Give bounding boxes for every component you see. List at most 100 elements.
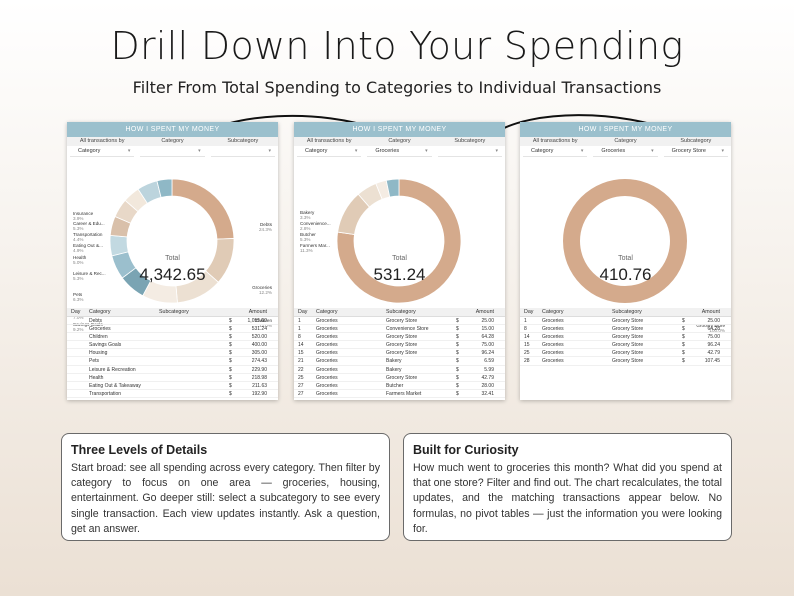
- cell-day: 8: [524, 326, 527, 333]
- table-row: Housing $305.00: [67, 349, 278, 358]
- transactions-table: Day Category Subcategory Amount 1 Groceri…: [294, 308, 505, 398]
- cell-category: Housing: [89, 350, 108, 357]
- cell-subcategory: Farmers Market: [386, 390, 422, 397]
- cell-category: Groceries: [542, 350, 564, 357]
- table-row: 8 Groceries Grocery Store $64.28: [294, 333, 505, 342]
- cell-category: Groceries: [542, 342, 564, 349]
- group-by-dropdown[interactable]: Category: [523, 146, 588, 157]
- col-day: Day: [524, 309, 534, 315]
- subcategory-dropdown[interactable]: [210, 146, 275, 157]
- cell-amount: 75.00: [481, 342, 494, 349]
- filter-label: Category: [388, 138, 411, 144]
- cell-subcategory: Grocery Store: [386, 374, 418, 381]
- dashboard-panel-subcategory: HOW I SPENT MY MONEY All transactions by…: [520, 122, 731, 400]
- category-dropdown[interactable]: [140, 146, 205, 157]
- cell-category: Groceries: [89, 326, 111, 333]
- col-category: Category: [89, 309, 111, 315]
- cell-day: [67, 382, 89, 389]
- cell-day: [67, 374, 89, 381]
- col-subcategory: Subcategory: [159, 309, 189, 315]
- cell-amount: 218.98: [251, 374, 267, 381]
- donut-svg: [563, 179, 687, 303]
- cell-currency: $: [682, 358, 685, 365]
- filter-labels: All transactions by Category Subcategory: [67, 137, 278, 146]
- cell-category: Groceries: [542, 358, 564, 365]
- table-row: 1 Groceries Grocery Store $25.00: [294, 317, 505, 326]
- col-day: Day: [298, 309, 308, 315]
- cell-category: Groceries: [316, 334, 338, 341]
- cell-day: 27: [298, 390, 304, 397]
- cell-currency: $: [456, 382, 459, 389]
- donut-slice-grocery-store[interactable]: [336, 178, 462, 304]
- info-box-text: How much went to groceries this month? W…: [413, 462, 722, 535]
- donut-svg: [336, 178, 462, 304]
- filter-label: Subcategory: [227, 138, 259, 144]
- donut-slice-debts[interactable]: [171, 178, 235, 240]
- cell-day: [67, 366, 89, 373]
- cell-currency: $: [229, 350, 232, 357]
- cell-category: Pets: [89, 358, 100, 365]
- cell-day: 8: [298, 334, 301, 341]
- subcategory-dropdown[interactable]: Grocery Store: [663, 146, 728, 157]
- cell-amount: 75.00: [707, 334, 720, 341]
- info-box-curiosity: Built for Curiosity How much went to gro…: [403, 433, 732, 541]
- subcategory-dropdown[interactable]: [437, 146, 502, 157]
- cell-currency: $: [229, 326, 232, 333]
- cell-amount: 192.90: [251, 390, 267, 397]
- table-header: Day Category Subcategory Amount: [67, 308, 278, 317]
- segment-label: Career & Edu... 5.3%: [73, 221, 105, 231]
- category-dropdown[interactable]: Groceries: [367, 146, 432, 157]
- cell-category: Groceries: [316, 318, 338, 324]
- cell-currency: $: [682, 342, 685, 349]
- cell-subcategory: [159, 374, 229, 381]
- cell-currency: $: [229, 366, 232, 373]
- group-by-dropdown[interactable]: Category: [70, 146, 135, 157]
- cell-day: 25: [298, 374, 304, 381]
- cell-day: 21: [298, 358, 304, 365]
- category-dropdown[interactable]: Groceries: [593, 146, 658, 157]
- donut-slice-leisure-rec[interactable]: [109, 234, 129, 257]
- cell-category: Groceries: [316, 326, 338, 333]
- segment-label: Insurance 3.9%: [73, 211, 94, 221]
- cell-subcategory: [159, 390, 229, 397]
- cell-category: Leisure & Recreation: [89, 366, 136, 373]
- cell-currency: $: [229, 382, 232, 389]
- filter-label: All transactions by: [532, 138, 578, 144]
- cell-amount: 305.00: [251, 350, 267, 357]
- cell-subcategory: [159, 382, 229, 389]
- table-row: Eating Out & Takeaway $211.63: [67, 382, 278, 390]
- cell-amount: 64.28: [481, 334, 494, 341]
- info-box-levels: Three Levels of Details Start broad: see…: [61, 433, 390, 541]
- cell-subcategory: Bakery: [386, 366, 402, 373]
- segment-label: Convenience... 2.8%: [300, 221, 331, 231]
- table-row: 27 Groceries Butcher $28.00: [294, 382, 505, 390]
- cell-day: 14: [524, 334, 530, 341]
- cell-day: 1: [524, 318, 527, 324]
- cell-subcategory: Grocery Store: [612, 334, 644, 341]
- cell-amount: 32.41: [481, 390, 494, 397]
- segment-label: Leisure & Rec... 5.3%: [73, 271, 106, 281]
- cell-currency: $: [229, 342, 232, 349]
- cell-subcategory: [159, 349, 229, 356]
- cell-category: Children: [89, 334, 108, 341]
- donut-slice-insurance[interactable]: [156, 178, 173, 198]
- total-label: Total: [618, 255, 633, 262]
- col-category: Category: [542, 309, 564, 315]
- table-body: Debts $1,055.00 Groceries $531.24 Children $5…: [67, 317, 278, 398]
- total-amount: 531.24: [373, 265, 426, 284]
- dashboard-panel-all: HOW I SPENT MY MONEY All transactions by…: [67, 122, 278, 400]
- donut-slice-grocery-store[interactable]: [563, 179, 687, 303]
- cell-subcategory: Grocery Store: [386, 342, 418, 349]
- group-by-dropdown[interactable]: Category: [297, 146, 362, 157]
- table-row: 28 Groceries Grocery Store $107.45: [520, 357, 731, 366]
- segment-label: Health 5.0%: [73, 255, 87, 265]
- cell-category: Groceries: [542, 318, 564, 324]
- cell-day: 15: [524, 342, 530, 349]
- table-row: 27 Groceries Farmers Market $32.41: [294, 390, 505, 398]
- cell-subcategory: [159, 366, 229, 373]
- cell-amount: 25.00: [707, 318, 720, 324]
- cell-amount: 1,055.00: [247, 318, 267, 324]
- cell-subcategory: Grocery Store: [386, 350, 418, 357]
- donut-slice-bakery[interactable]: [385, 178, 400, 198]
- cell-day: [67, 390, 89, 397]
